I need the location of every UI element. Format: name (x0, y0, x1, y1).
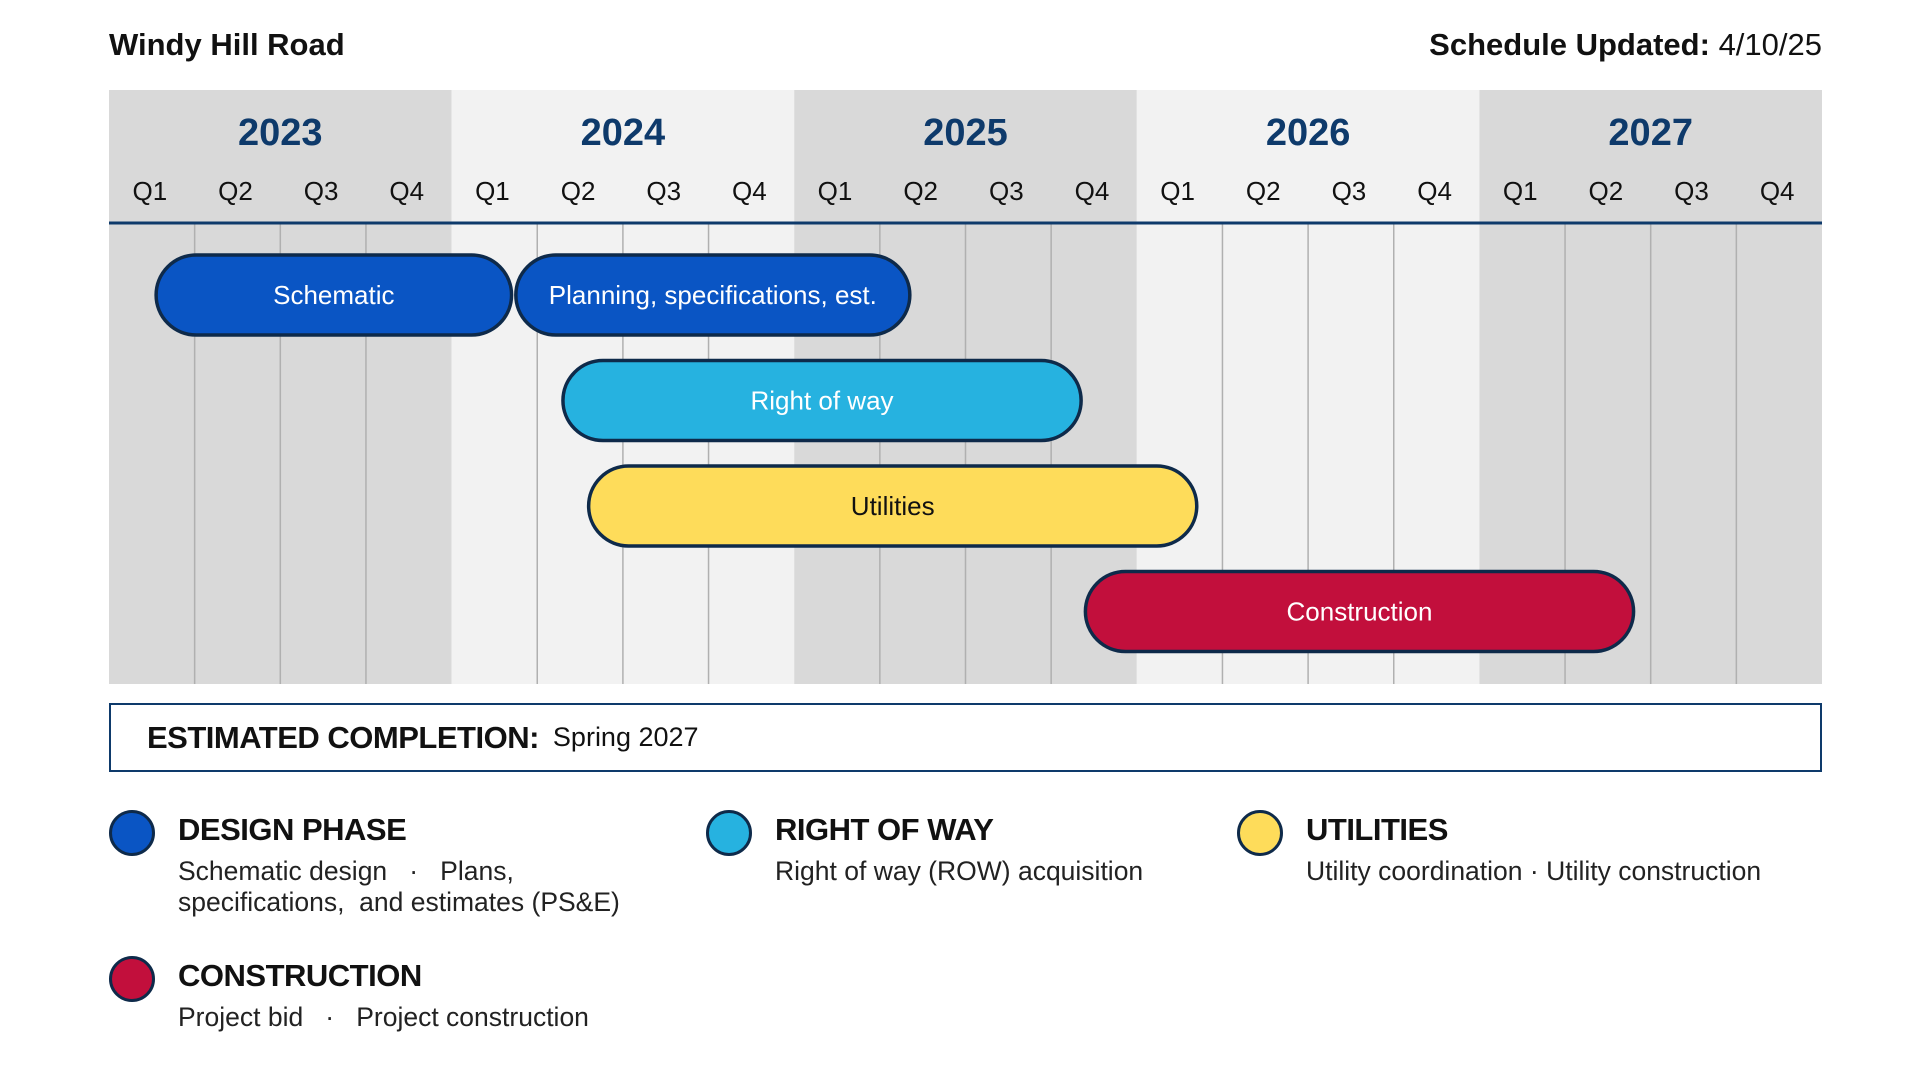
quarter-label-2025-q1: Q1 (818, 176, 853, 206)
page-title: Windy Hill Road (109, 27, 345, 62)
quarter-label-2027-q3: Q3 (1674, 176, 1709, 206)
quarter-label-2023-q2: Q2 (218, 176, 253, 206)
estimated-completion-box: ESTIMATED COMPLETION: Spring 2027 (109, 703, 1822, 772)
quarter-label-2027-q2: Q2 (1589, 176, 1624, 206)
quarter-label-2026-q2: Q2 (1246, 176, 1281, 206)
legend-desc-design: Schematic design · Plans, specifications… (178, 856, 620, 918)
quarter-label-2025-q2: Q2 (903, 176, 938, 206)
task-bar-planning-specifications-est (514, 253, 912, 337)
estimated-completion-value: Spring 2027 (552, 722, 699, 752)
gantt-chart: 2023 2024 2025 2026 2027 Q1 Q2 Q3 Q4 Q1 Q2 Q3 Q4 Q1 Q2… (109, 90, 1822, 684)
task-bar-utilities (586, 464, 1199, 548)
task-label-schematic: Schematic (273, 280, 394, 310)
task-label-planning-specifications-est: Planning, specifications, est. (549, 280, 877, 310)
quarter-label-2025-q4: Q4 (1075, 176, 1110, 206)
schedule-updated: Schedule Updated: 4/10/25 (1429, 27, 1822, 63)
legend-title-design: DESIGN PHASE (178, 812, 407, 847)
estimated-completion-label: ESTIMATED COMPLETION: (147, 719, 539, 755)
task-bar-right-of-way (561, 358, 1083, 443)
legend-title-construction: CONSTRUCTION (178, 958, 422, 993)
quarter-label-2024-q2: Q2 (561, 176, 596, 206)
year-label-2024: 2024 (581, 112, 666, 154)
task-label-utilities: Utilities (851, 491, 935, 521)
quarter-label-2023-q4: Q4 (389, 176, 424, 206)
year-label-2025: 2025 (923, 112, 1008, 154)
utilities-swatch (1237, 810, 1283, 856)
schedule-updated-label: Schedule Updated: (1429, 27, 1710, 62)
year-label-2023: 2023 (238, 112, 323, 154)
task-label-right-of-way: Right of way (750, 386, 893, 416)
task-bar-construction (1083, 569, 1636, 654)
legend-desc-construction: Project bid · Project construction (178, 1002, 589, 1032)
right-of-way-swatch (706, 810, 752, 856)
quarter-label-2023-q1: Q1 (132, 176, 167, 206)
year-label-2026: 2026 (1266, 112, 1351, 154)
quarter-label-2027-q1: Q1 (1503, 176, 1538, 206)
legend-desc-utilities: Utility coordination · Utility construct… (1306, 856, 1762, 886)
quarter-label-2024-q3: Q3 (646, 176, 681, 206)
legend-title-row: RIGHT OF WAY (775, 812, 994, 847)
legend-desc-design-line1: Schematic design · Plans, (178, 856, 514, 886)
legend-desc-row: Right of way (ROW) acquisition (775, 856, 1144, 886)
quarter-label-2027-q4: Q4 (1760, 176, 1795, 206)
quarter-label-2026-q4: Q4 (1417, 176, 1452, 206)
design-phase-swatch (109, 810, 155, 856)
year-label-2027: 2027 (1608, 112, 1693, 154)
schedule-updated-date: 4/10/25 (1718, 27, 1822, 62)
quarter-label-2025-q3: Q3 (989, 176, 1024, 206)
quarter-label-2023-q3: Q3 (304, 176, 339, 206)
task-bar-schematic (154, 253, 514, 337)
quarter-label-2026-q3: Q3 (1332, 176, 1367, 206)
quarter-label-2024-q4: Q4 (732, 176, 767, 206)
task-label-construction: Construction (1287, 597, 1433, 627)
construction-swatch (109, 956, 155, 1002)
legend-title-utilities: UTILITIES (1306, 812, 1448, 847)
quarter-label-2026-q1: Q1 (1160, 176, 1195, 206)
legend-desc-design-line2: specifications, and estimates (PS&E) (178, 887, 620, 917)
quarter-label-2024-q1: Q1 (475, 176, 510, 206)
